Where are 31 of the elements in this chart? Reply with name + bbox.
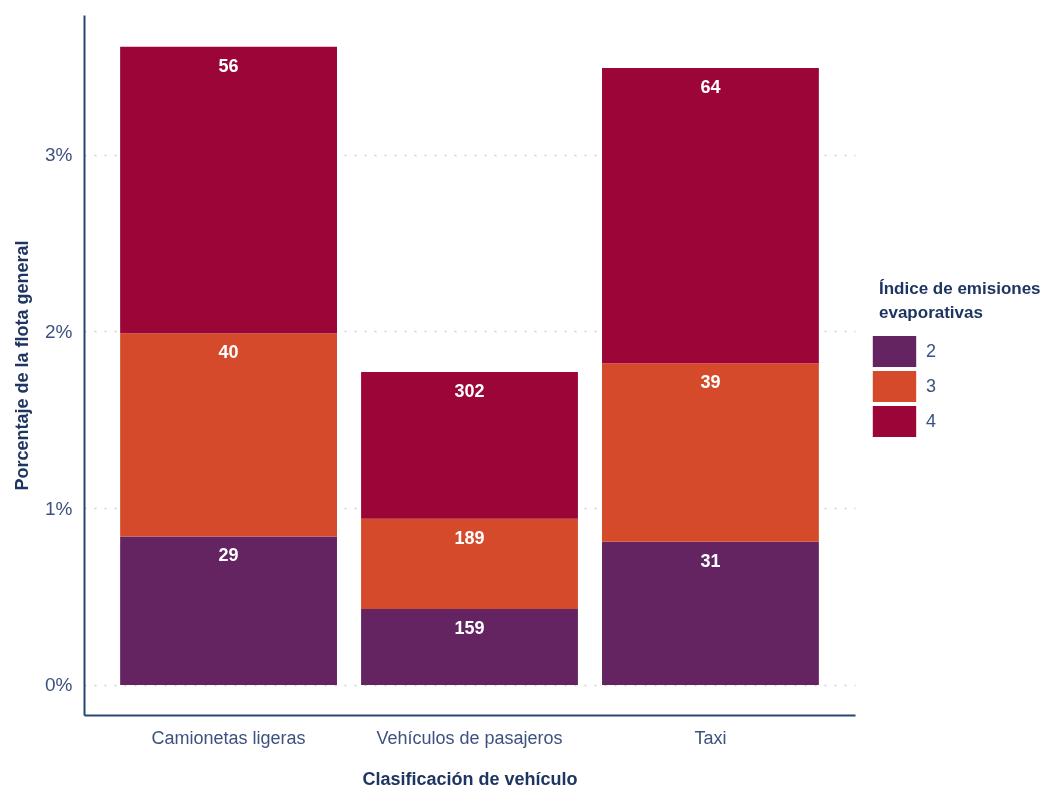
x-tick-label: Vehículos de pasajeros xyxy=(376,727,563,748)
bar xyxy=(361,372,578,519)
annotation: 64 xyxy=(700,77,721,98)
bar xyxy=(361,608,578,685)
bar xyxy=(602,541,819,685)
y-tick-label: 2% xyxy=(45,320,73,342)
x-tick-label: Camionetas ligeras xyxy=(151,727,306,748)
annotation: 29 xyxy=(218,545,239,566)
y-tick-label: 1% xyxy=(45,497,73,519)
annotation: 56 xyxy=(218,55,239,76)
x-axis-title: Clasificación de vehículo xyxy=(362,768,578,789)
bar xyxy=(120,46,337,334)
annotation: 189 xyxy=(454,527,485,548)
bar xyxy=(120,333,337,537)
bar xyxy=(361,518,578,609)
y-axis-title: Porcentaje de la flota general xyxy=(12,240,33,491)
legend-label: 2 xyxy=(926,340,937,361)
annotation: 159 xyxy=(454,617,485,638)
annotation: 31 xyxy=(700,550,721,571)
y-tick-label: 0% xyxy=(45,674,73,696)
x-tick-label: Taxi xyxy=(694,727,727,748)
bar xyxy=(602,363,819,542)
legend-label: 4 xyxy=(926,410,937,431)
annotation: 39 xyxy=(700,372,721,393)
y-tick-label: 3% xyxy=(45,144,73,166)
annotation: 302 xyxy=(454,381,485,402)
annotation: 40 xyxy=(218,342,239,363)
legend-label: 3 xyxy=(926,375,937,396)
bar xyxy=(602,68,819,364)
bar xyxy=(120,536,337,685)
legend-title: Índice de emisiones evaporativas xyxy=(879,279,1041,322)
